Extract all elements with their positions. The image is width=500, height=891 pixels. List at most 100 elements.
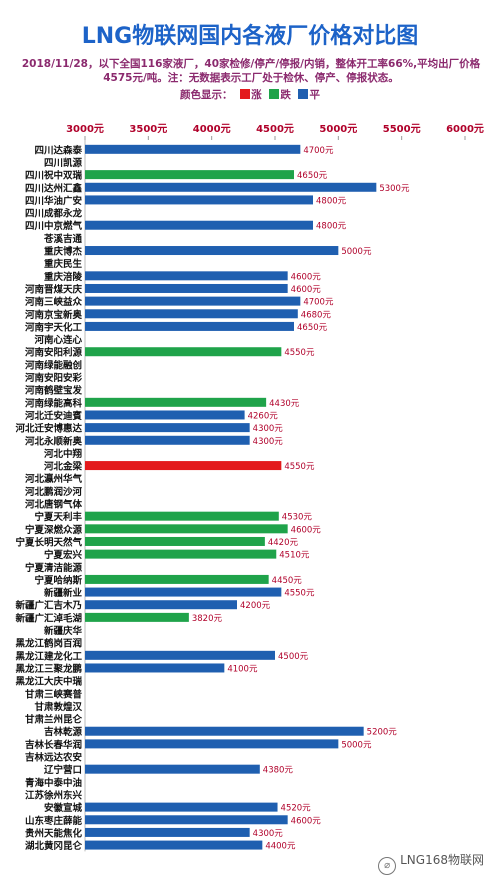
bar — [85, 461, 282, 471]
data-label: 4400元 — [265, 842, 296, 852]
data-label: 4650元 — [297, 323, 328, 333]
bar — [85, 170, 294, 180]
category-label: 河南绿能高科 — [25, 397, 83, 409]
category-label: 四川达州汇鑫 — [25, 182, 83, 194]
category-label: 四川达森泰 — [34, 144, 82, 156]
category-label: 河北迁安迪賓 — [25, 410, 83, 422]
category-label: 重庆涪陵 — [44, 271, 83, 283]
x-tick-label: 3000元 — [66, 123, 104, 135]
data-label: 4600元 — [291, 272, 322, 282]
chart-subtitle: 2018/11/28，以下全国116家液厂，40家检修/停产/停报/内销，整体开… — [21, 58, 481, 84]
bar — [85, 321, 294, 331]
wechat-logo-icon: ⌀ — [378, 857, 397, 875]
bar — [85, 347, 282, 357]
bar — [85, 726, 364, 736]
category-label: 湖北黄冈昆仑 — [25, 840, 83, 852]
legend-swatch-up — [240, 89, 251, 99]
bar — [85, 600, 237, 610]
bar — [85, 840, 263, 850]
data-label: 4300元 — [253, 437, 284, 447]
data-label: 4260元 — [248, 411, 279, 421]
category-label: 河北金梁 — [44, 461, 83, 473]
data-label: 5300元 — [379, 184, 410, 194]
category-label: 四川凯源 — [44, 157, 83, 169]
category-label: 四川祝中双瑞 — [25, 170, 83, 182]
data-label: 4550元 — [284, 462, 315, 472]
legend-label-down: 跌 — [280, 89, 291, 101]
category-label: 黑龙江大庆中瑞 — [15, 676, 82, 688]
data-label: 4200元 — [240, 601, 271, 611]
category-label: 重庆民生 — [44, 258, 83, 270]
data-label: 4420元 — [268, 538, 299, 548]
category-label: 河北鹏润沙河 — [25, 486, 83, 498]
category-label: 吉林远达农安 — [25, 752, 83, 764]
data-label: 4430元 — [269, 399, 300, 409]
data-label: 4550元 — [284, 348, 315, 358]
x-tick-label: 4000元 — [193, 123, 231, 135]
data-label: 5000元 — [341, 740, 372, 750]
category-label: 黑龙江三聚龙鹏 — [15, 663, 82, 675]
bar — [85, 435, 250, 445]
category-label: 河南晋煤天庆 — [25, 283, 83, 295]
x-tick-label: 6000元 — [446, 123, 484, 135]
category-label: 四川华油广安 — [25, 195, 83, 207]
data-label: 4700元 — [303, 146, 334, 156]
watermark-text: LNG168物联网 — [400, 853, 484, 867]
data-label: 5000元 — [341, 247, 372, 257]
category-label: 河北中翔 — [44, 448, 83, 460]
bar — [85, 182, 377, 192]
data-label: 4510元 — [279, 551, 310, 561]
data-label: 4800元 — [316, 196, 347, 206]
bar — [85, 309, 298, 319]
category-label: 河南京宝新奥 — [25, 309, 83, 321]
bar — [85, 410, 245, 420]
data-label: 4520元 — [281, 804, 312, 814]
category-label: 甘肃三峡赛普 — [25, 688, 83, 700]
legend-prefix: 颜色显示： — [180, 89, 233, 101]
bar — [85, 764, 260, 774]
data-label: 4600元 — [291, 525, 322, 535]
category-label: 甘肃兰州昆仑 — [25, 714, 83, 726]
category-label: 甘肃敦煌汉 — [34, 701, 82, 713]
bar — [85, 536, 265, 546]
bar — [85, 739, 339, 749]
category-label: 吉林长春华润 — [25, 739, 82, 751]
category-label: 河南宇天化工 — [25, 321, 83, 333]
data-label: 4500元 — [278, 652, 309, 662]
category-label: 贵州天能焦化 — [25, 827, 83, 839]
bar — [85, 283, 288, 293]
category-label: 吉林乾源 — [44, 726, 83, 738]
x-tick-label: 5000元 — [319, 123, 357, 135]
bar — [85, 574, 269, 584]
category-label: 新疆广汇淖毛湖 — [15, 612, 82, 624]
category-label: 新疆庆华 — [44, 625, 83, 637]
category-label: 河南心连心 — [34, 334, 82, 346]
bar — [85, 802, 278, 812]
bar — [85, 195, 313, 205]
bar — [85, 397, 267, 407]
data-label: 4450元 — [272, 576, 303, 586]
category-label: 河南安阳安彩 — [25, 372, 83, 384]
category-label: 河南安阳利源 — [25, 347, 83, 359]
bar — [85, 815, 288, 825]
category-label: 青海中泰中油 — [25, 777, 82, 789]
category-label: 四川成都永龙 — [25, 208, 83, 220]
category-label: 黑龙江鹤岗百润 — [15, 638, 82, 650]
legend-label-up: 涨 — [251, 89, 262, 101]
category-label: 河南鹤壁宝发 — [25, 385, 83, 397]
category-label: 重庆博杰 — [44, 246, 83, 258]
watermark: ⌀ LNG168物联网 — [378, 851, 484, 875]
legend-swatch-down — [269, 89, 280, 99]
legend: 颜色显示： 涨 跌 平 — [0, 87, 500, 102]
data-label: 5200元 — [367, 728, 398, 738]
bar — [85, 144, 301, 154]
x-tick-label: 4500元 — [256, 123, 294, 135]
category-label: 河南三峡益众 — [25, 296, 83, 308]
data-label: 4300元 — [253, 829, 284, 839]
bar — [85, 524, 288, 534]
category-label: 河南绿能融创 — [25, 359, 82, 371]
category-label: 新疆广汇吉木乃 — [15, 600, 82, 612]
data-label: 4650元 — [297, 171, 328, 181]
bar — [85, 650, 275, 660]
data-label: 4380元 — [263, 766, 294, 776]
